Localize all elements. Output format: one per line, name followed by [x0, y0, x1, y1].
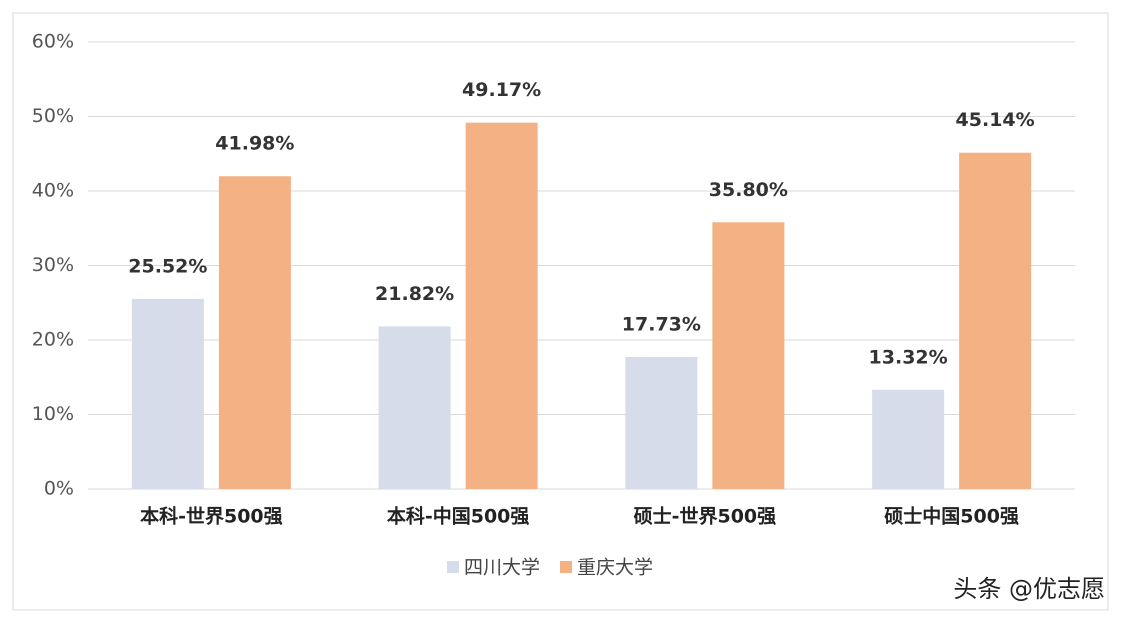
- y-tick-label: 40%: [32, 180, 74, 202]
- y-tick-label: 60%: [32, 31, 74, 53]
- x-tick-label: 本科-中国500强: [387, 505, 530, 528]
- bar: [465, 122, 538, 489]
- legend-swatch: [560, 561, 573, 573]
- value-label: 25.52%: [128, 255, 207, 277]
- x-tick-label: 本科-世界500强: [140, 505, 283, 528]
- value-label: 45.14%: [956, 109, 1035, 131]
- bar: [378, 326, 451, 489]
- bar: [959, 152, 1032, 489]
- x-tick-label: 硕士-世界500强: [634, 506, 777, 528]
- y-tick-label: 20%: [32, 329, 74, 351]
- y-tick-label: 10%: [32, 403, 74, 425]
- value-label: 13.32%: [869, 346, 948, 368]
- bar: [131, 298, 204, 489]
- bar: [625, 356, 698, 489]
- y-tick-label: 30%: [32, 254, 74, 276]
- legend-swatch: [447, 561, 459, 573]
- bar: [712, 222, 785, 490]
- value-label: 21.82%: [375, 283, 454, 305]
- y-tick-label: 50%: [32, 105, 74, 127]
- bar: [872, 389, 945, 489]
- value-label: 49.17%: [462, 79, 541, 101]
- legend-label: 四川大学: [464, 557, 540, 579]
- value-label: 41.98%: [215, 133, 294, 155]
- annotation: 头条 @优志愿: [953, 575, 1105, 603]
- value-label: 17.73%: [622, 313, 701, 335]
- x-tick-label: 硕士中国500强: [884, 505, 1019, 528]
- y-tick-label: 0%: [44, 478, 74, 500]
- legend-label: 重庆大学: [577, 557, 653, 579]
- value-label: 35.80%: [709, 179, 788, 201]
- bar: [218, 176, 291, 489]
